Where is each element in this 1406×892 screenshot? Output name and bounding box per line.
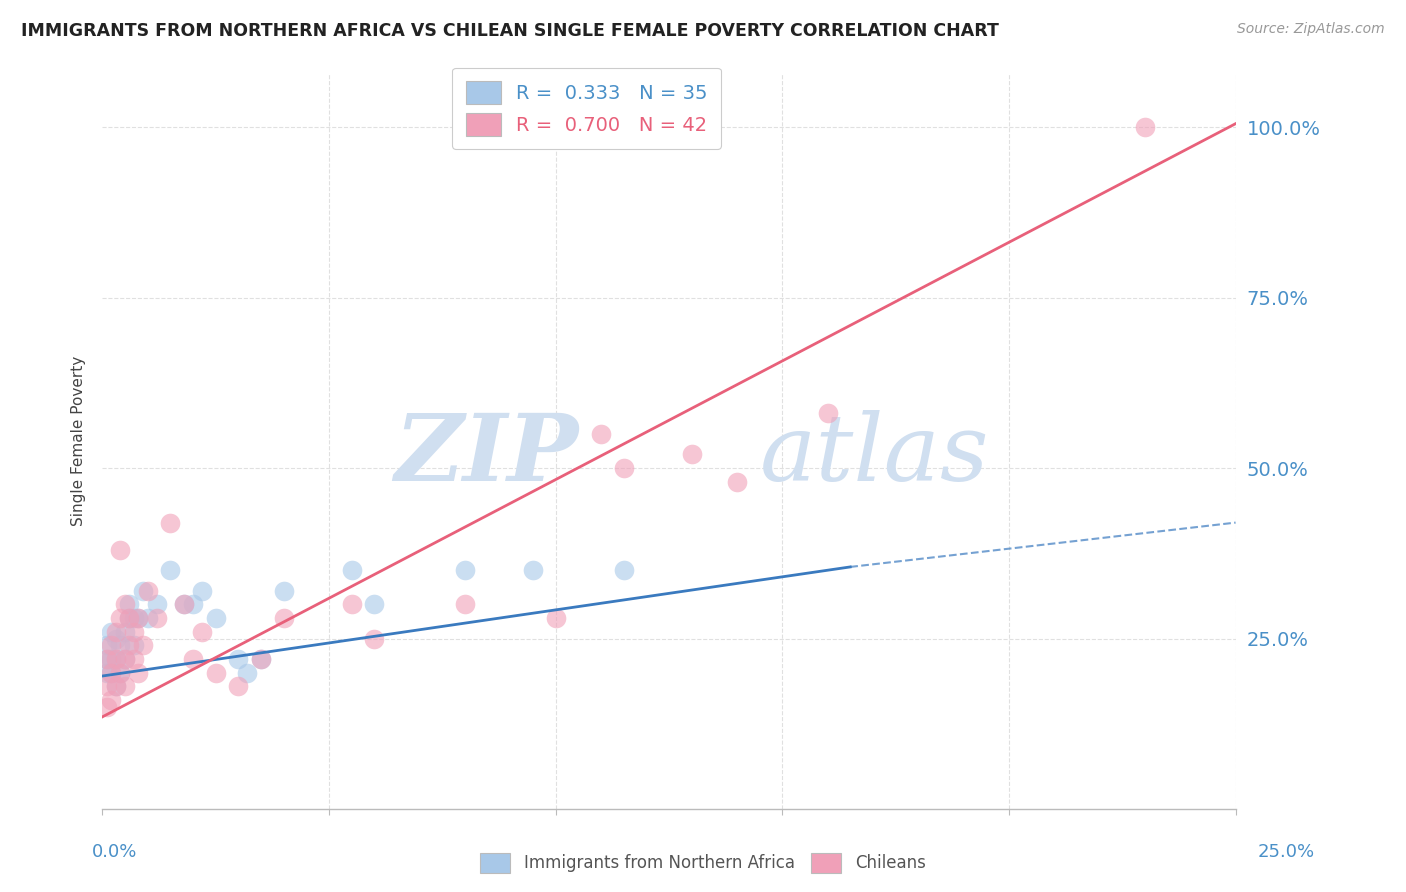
Point	[118, 611, 141, 625]
Point	[110, 638, 132, 652]
Text: Source: ZipAtlas.com: Source: ZipAtlas.com	[1237, 22, 1385, 37]
Point	[191, 583, 214, 598]
Text: 0.0%: 0.0%	[91, 843, 136, 861]
Point	[250, 652, 273, 666]
Point	[613, 563, 636, 577]
Point	[613, 461, 636, 475]
Point	[1133, 120, 1156, 134]
Legend: R =  0.333   N = 35, R =  0.700   N = 42: R = 0.333 N = 35, R = 0.700 N = 42	[451, 68, 721, 149]
Point	[96, 652, 118, 666]
Point	[100, 624, 122, 639]
Point	[118, 598, 141, 612]
Text: IMMIGRANTS FROM NORTHERN AFRICA VS CHILEAN SINGLE FEMALE POVERTY CORRELATION CHA: IMMIGRANTS FROM NORTHERN AFRICA VS CHILE…	[21, 22, 1000, 40]
Point	[127, 665, 149, 680]
Point	[363, 598, 385, 612]
Point	[136, 611, 159, 625]
Point	[122, 638, 145, 652]
Point	[159, 516, 181, 530]
Point	[96, 638, 118, 652]
Point	[589, 426, 612, 441]
Point	[191, 624, 214, 639]
Point	[110, 665, 132, 680]
Point	[725, 475, 748, 489]
Point	[340, 598, 363, 612]
Point	[145, 611, 167, 625]
Y-axis label: Single Female Poverty: Single Female Poverty	[72, 356, 86, 526]
Point	[522, 563, 544, 577]
Point	[681, 447, 703, 461]
Point	[104, 679, 127, 693]
Point	[104, 624, 127, 639]
Point	[204, 665, 226, 680]
Point	[544, 611, 567, 625]
Point	[96, 699, 118, 714]
Point	[122, 652, 145, 666]
Point	[136, 583, 159, 598]
Point	[127, 611, 149, 625]
Point	[273, 583, 295, 598]
Point	[96, 679, 118, 693]
Point	[100, 638, 122, 652]
Text: ZIP: ZIP	[394, 410, 578, 500]
Point	[104, 652, 127, 666]
Point	[104, 679, 127, 693]
Point	[122, 624, 145, 639]
Point	[114, 624, 136, 639]
Text: 25.0%: 25.0%	[1257, 843, 1315, 861]
Point	[104, 632, 127, 646]
Point	[273, 611, 295, 625]
Point	[173, 598, 195, 612]
Point	[110, 611, 132, 625]
Point	[110, 665, 132, 680]
Point	[100, 693, 122, 707]
Point	[226, 652, 249, 666]
Point	[454, 598, 477, 612]
Point	[236, 665, 259, 680]
Point	[145, 598, 167, 612]
Legend: Immigrants from Northern Africa, Chileans: Immigrants from Northern Africa, Chilean…	[474, 847, 932, 880]
Point	[100, 652, 122, 666]
Point	[363, 632, 385, 646]
Point	[96, 665, 118, 680]
Point	[817, 407, 839, 421]
Point	[132, 583, 155, 598]
Point	[96, 652, 118, 666]
Point	[100, 665, 122, 680]
Point	[181, 598, 204, 612]
Text: atlas: atlas	[759, 410, 988, 500]
Point	[250, 652, 273, 666]
Point	[100, 665, 122, 680]
Point	[454, 563, 477, 577]
Point	[118, 638, 141, 652]
Point	[104, 652, 127, 666]
Point	[118, 611, 141, 625]
Point	[110, 542, 132, 557]
Point	[114, 652, 136, 666]
Point	[159, 563, 181, 577]
Point	[181, 652, 204, 666]
Point	[114, 679, 136, 693]
Point	[132, 638, 155, 652]
Point	[114, 652, 136, 666]
Point	[204, 611, 226, 625]
Point	[340, 563, 363, 577]
Point	[226, 679, 249, 693]
Point	[173, 598, 195, 612]
Point	[127, 611, 149, 625]
Point	[122, 611, 145, 625]
Point	[114, 598, 136, 612]
